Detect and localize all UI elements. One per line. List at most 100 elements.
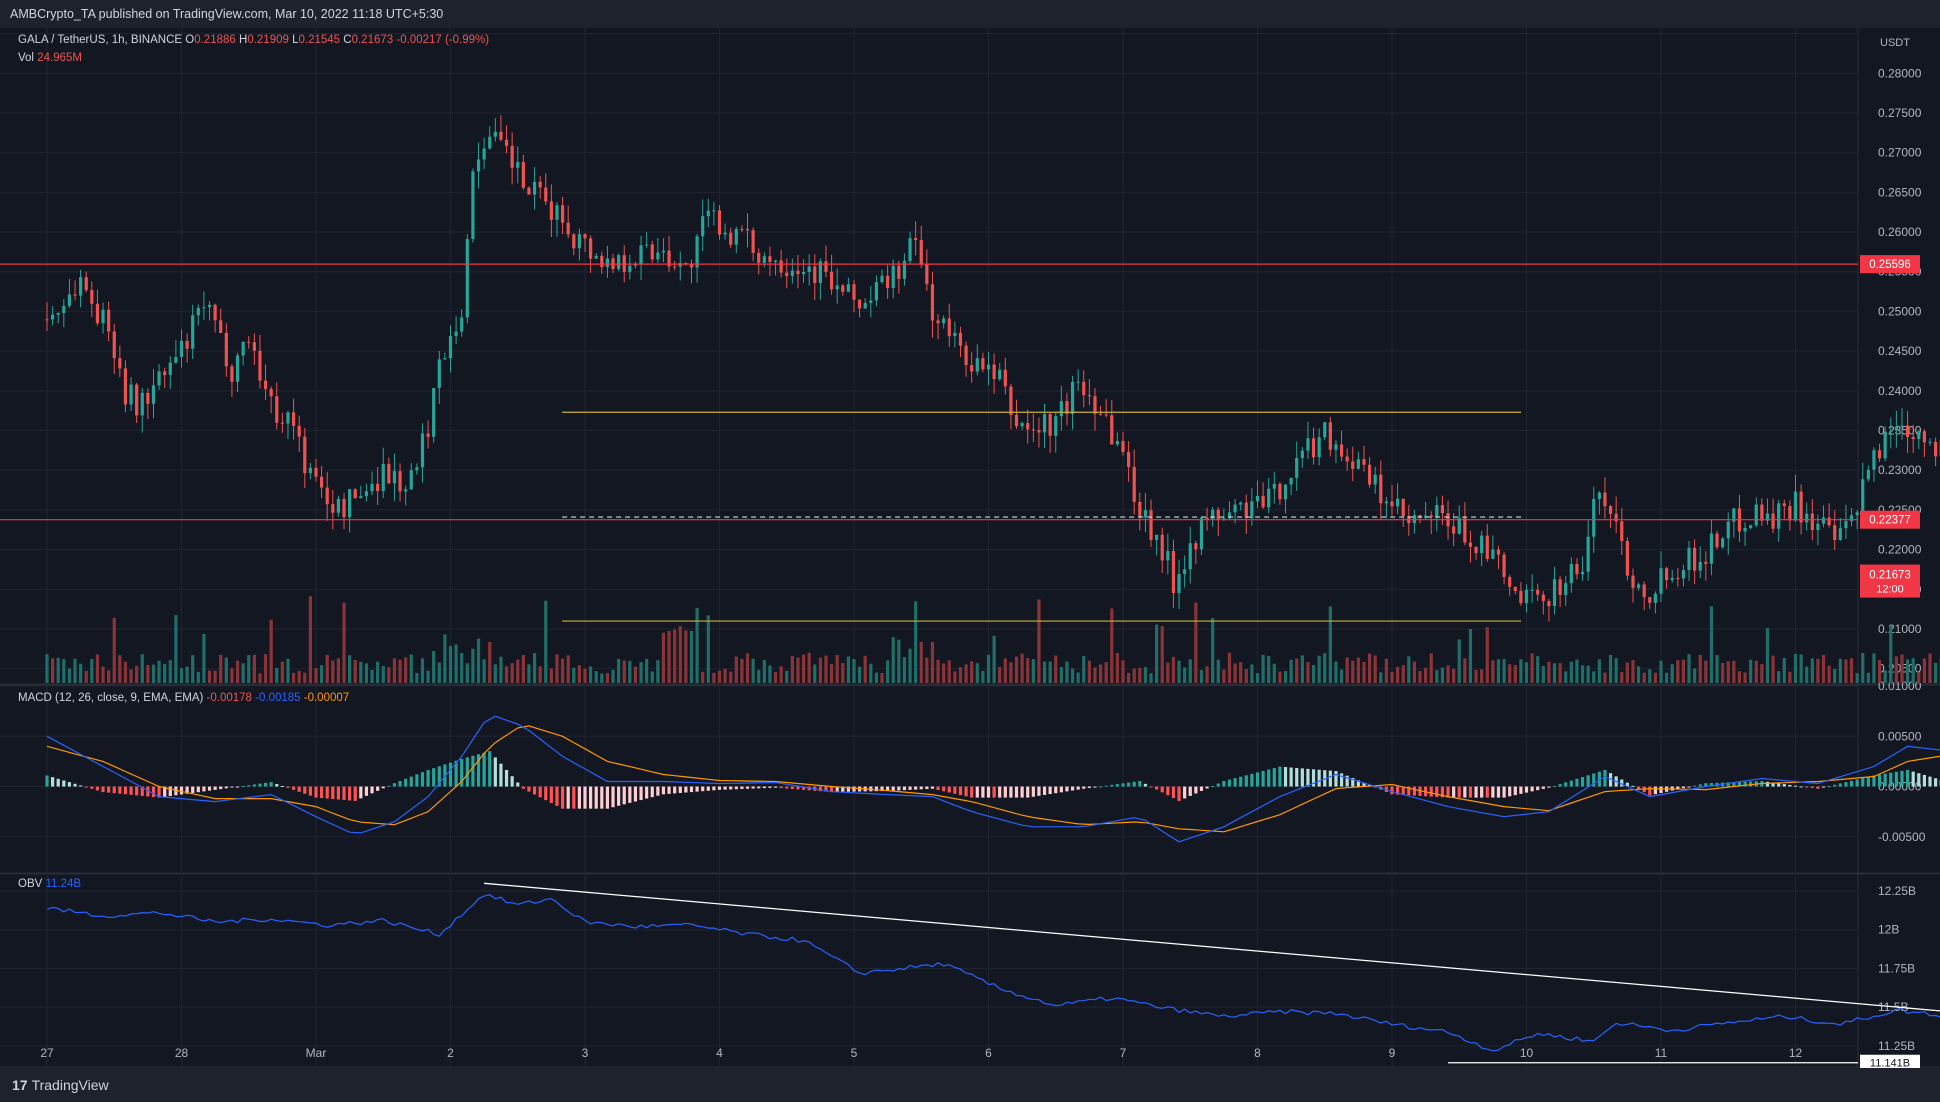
macd-histogram-bar [1592, 773, 1596, 787]
volume-bar [247, 655, 251, 683]
macd-histogram-bar [213, 786, 217, 790]
macd-histogram-bar [1917, 773, 1921, 787]
macd-histogram-bar [1328, 770, 1332, 787]
volume-bar [667, 630, 671, 683]
macd-histogram-bar [62, 780, 66, 787]
volume-bar [286, 658, 290, 683]
macd-histogram-bar [454, 760, 458, 787]
candle-body [695, 236, 699, 268]
obv-trendline[interactable] [484, 882, 1940, 1021]
chart-canvas[interactable]: 27 28 Mar 2 3 4 5 6 7 8 9 10 11 12 0.28000 0.27500 0.270… [0, 0, 1940, 1068]
macd-histogram-bar [1900, 770, 1904, 787]
volume-bar [1317, 655, 1321, 683]
candle-body [219, 320, 223, 333]
candle-body [1816, 523, 1820, 530]
macd-histogram-bar [1211, 785, 1215, 787]
volume-bar [975, 663, 979, 683]
volume-bar [1222, 669, 1226, 683]
obv-axis-label: 11.25B [1878, 1039, 1915, 1053]
volume-bar [1905, 659, 1910, 683]
bar-countdown-label: 12:00 [1876, 584, 1904, 596]
volume-bar [1065, 661, 1069, 683]
volume-bar [185, 666, 189, 683]
volume-bar [1418, 671, 1422, 683]
candle-body [1149, 510, 1153, 540]
volume-bar [56, 657, 60, 683]
macd-histogram-bar [639, 786, 643, 801]
macd-histogram-bar [235, 786, 240, 788]
macd-histogram-bar [936, 786, 940, 791]
volume-bar [1345, 657, 1349, 683]
macd-histogram-bar [179, 786, 184, 795]
high-value: 0.21909 [247, 34, 289, 46]
candle-body [247, 341, 251, 343]
macd-histogram-bar [1429, 786, 1433, 797]
macd-histogram-bar [1009, 786, 1013, 798]
candle-body [1480, 535, 1484, 554]
volume-label[interactable]: Vol [18, 52, 34, 64]
volume-bar [1216, 659, 1220, 683]
volume-bar [790, 656, 794, 683]
volume-bar [1328, 606, 1332, 683]
volume-bar [157, 660, 161, 683]
volume-bar [179, 668, 184, 683]
candle-body [1620, 521, 1624, 541]
volume-bar [67, 668, 72, 683]
candle-body [1070, 381, 1075, 414]
macd-histogram-bar [992, 786, 996, 798]
volume-bar [1844, 659, 1848, 683]
volume-bar [1037, 599, 1041, 683]
candle-body [275, 396, 279, 423]
macd-histogram-bar [1188, 786, 1192, 796]
candle-body [482, 148, 486, 160]
macd-histogram-bar [852, 786, 856, 792]
macd-histogram-bar [151, 786, 156, 798]
macd-label[interactable]: MACD (12, 26, close, 9, EMA, EMA) [18, 692, 204, 704]
macd-histogram-bar [1160, 786, 1164, 793]
candle-body [1244, 502, 1248, 519]
volume-bar [118, 655, 122, 683]
candle-body [645, 244, 649, 246]
macd-histogram-bar [734, 786, 738, 790]
macd-histogram-bar [437, 766, 441, 787]
macd-histogram-bar [398, 781, 402, 787]
macd-histogram-bar [504, 769, 509, 787]
candle-body [140, 392, 144, 416]
candle-body [1424, 515, 1428, 518]
macd-histogram-bar [1227, 779, 1232, 787]
volume-bar [673, 629, 677, 683]
candle-body [605, 258, 610, 268]
volume-bar [734, 656, 738, 683]
symbol-label[interactable]: GALA / TetherUS, 1h, BINANCE [18, 34, 183, 46]
macd-histogram-bar [146, 786, 150, 797]
candle-body [191, 315, 195, 349]
candle-body [1054, 416, 1058, 436]
tradingview-text: TradingView [31, 1077, 109, 1093]
macd-histogram-bar [1457, 786, 1461, 798]
candle-body [852, 284, 856, 300]
tradingview-logo[interactable]: 17 TradingView [12, 1077, 109, 1093]
candle-body [45, 319, 49, 321]
volume-bar [140, 654, 144, 683]
volume-bar [1373, 655, 1377, 683]
volume-bar [1777, 671, 1781, 683]
candle-body [90, 290, 94, 304]
volume-bar [291, 672, 296, 683]
macd-histogram-bar [1037, 786, 1041, 796]
obv-label[interactable]: OBV [18, 878, 43, 890]
volume-bar [320, 665, 324, 683]
price-axis-label: 0.25000 [1878, 304, 1922, 318]
volume-bar [611, 669, 615, 683]
candle-body [364, 491, 369, 497]
candle-body [869, 300, 873, 303]
candle-body [1026, 423, 1030, 430]
candle-body [706, 210, 710, 217]
candle-body [1115, 441, 1119, 445]
obv-axis-label: 12.25B [1878, 884, 1916, 898]
volume-bar [796, 657, 800, 683]
volume-bar [1311, 664, 1316, 683]
volume-bar [1889, 625, 1893, 683]
candle-body [701, 216, 705, 237]
volume-bar [51, 658, 55, 683]
candle-body [1928, 441, 1932, 443]
